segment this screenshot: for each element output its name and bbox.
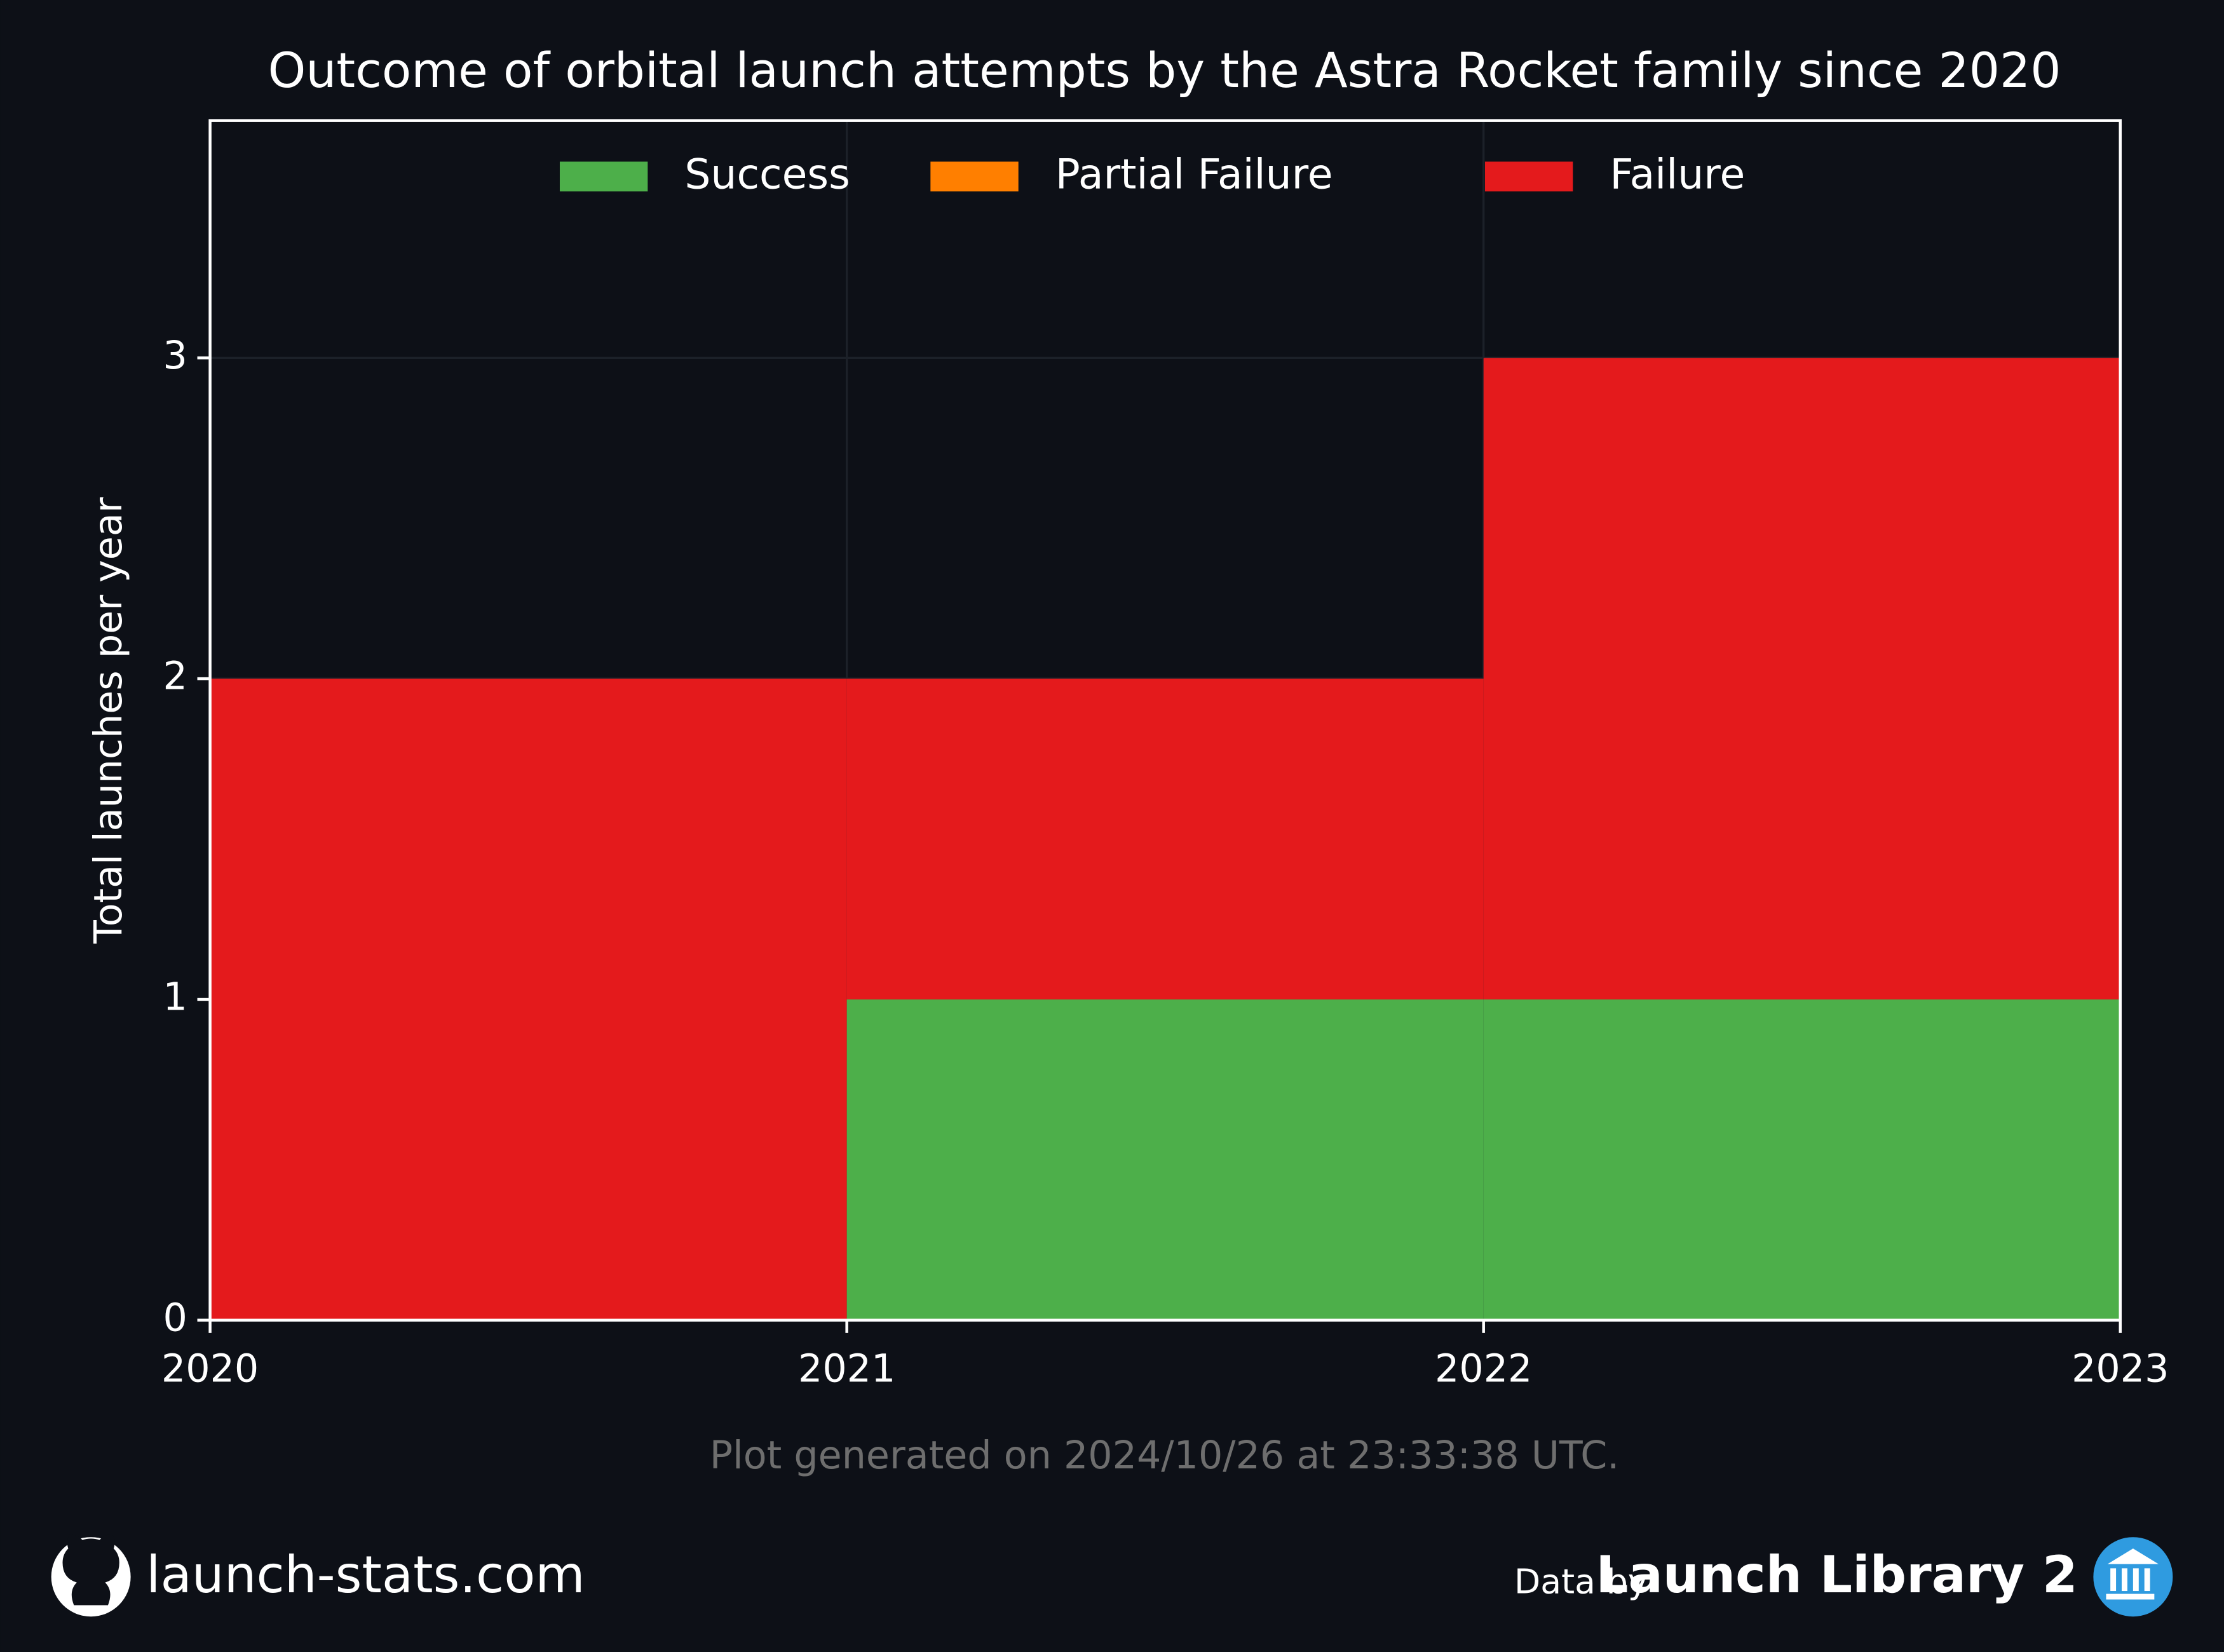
x-tick-label: 2022	[1435, 1347, 1532, 1391]
source-name: Launch Library 2	[1596, 1545, 2077, 1604]
library-icon	[2093, 1537, 2173, 1617]
bar-segment	[846, 679, 1484, 999]
y-tick-label: 2	[163, 654, 187, 699]
legend-swatch	[559, 161, 648, 192]
x-tick-label: 2021	[798, 1347, 895, 1391]
x-tick-label: 2023	[2071, 1347, 2169, 1391]
y-tick-label: 0	[163, 1296, 187, 1340]
plot-frame	[208, 119, 2122, 1322]
y-axis-label: Total launches per year	[86, 497, 131, 944]
legend-label: Partial Failure	[1055, 151, 1333, 199]
generated-note: Plot generated on 2024/10/26 at 23:33:38…	[710, 1433, 1620, 1478]
y-tick-label: 3	[163, 334, 187, 378]
y-tick-label: 1	[163, 975, 187, 1020]
bar-segment	[1483, 358, 2120, 999]
x-tick-label: 2020	[161, 1347, 259, 1391]
github-icon	[51, 1534, 131, 1617]
bar-segment	[846, 999, 1484, 1320]
legend-swatch	[930, 161, 1019, 192]
site-name: launch-stats.com	[146, 1545, 585, 1604]
legend-label: Success	[684, 151, 850, 199]
legend-swatch	[1484, 161, 1573, 192]
chart-title: Outcome of orbital launch attempts by th…	[268, 43, 2061, 98]
bar-segment	[1483, 999, 2120, 1320]
data-by: Data by	[1514, 1562, 1648, 1602]
bar-segment	[210, 679, 847, 1320]
legend-label: Failure	[1610, 151, 1745, 199]
legend: Success Partial Failure Failure	[559, 151, 1745, 199]
